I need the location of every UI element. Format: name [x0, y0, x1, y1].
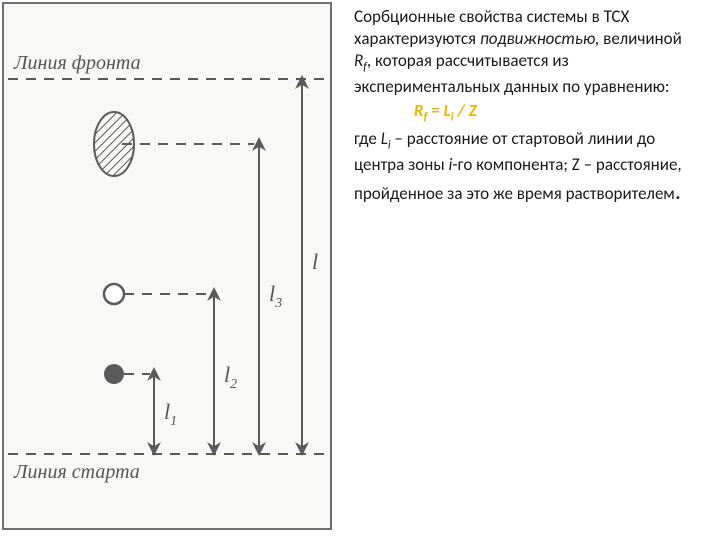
paragraph-1: Сорбционные свойства системы в ТСХ харак… — [354, 6, 702, 98]
svg-text:l2: l2 — [224, 362, 237, 392]
f-slash: / — [454, 100, 469, 121]
p1-part2: величиной — [599, 28, 681, 49]
f-R: R — [414, 100, 424, 121]
svg-text:l3: l3 — [269, 281, 282, 311]
f-eq: = — [427, 100, 443, 121]
f-L: L — [444, 100, 451, 121]
figure-container: Линия фронта Линия старта l1 l2 l3 l — [0, 0, 342, 540]
f-Z: Z — [469, 100, 477, 121]
text-column: Сорбционные свойства системы в ТСХ харак… — [342, 0, 712, 540]
p2-where: где — [354, 128, 381, 149]
svg-text:Линия фронта: Линия фронта — [13, 52, 141, 74]
formula: Rf = Li / Z — [414, 100, 702, 126]
paragraph-2: где Li – расстояние от стартовой линии д… — [354, 128, 702, 207]
svg-text:Линия старта: Линия старта — [13, 461, 140, 483]
p2-L: L — [381, 128, 388, 149]
p1-mobility: подвижностью, — [480, 28, 599, 49]
rf-R: R — [354, 50, 363, 71]
svg-text:l: l — [312, 249, 318, 274]
p1-part3: , которая рассчитывается из эксперимента… — [354, 50, 669, 97]
svg-text:l1: l1 — [164, 399, 177, 429]
tlc-diagram: Линия фронта Линия старта l1 l2 l3 l — [2, 2, 332, 530]
tlc-svg: Линия фронта Линия старта l1 l2 l3 l — [4, 4, 330, 528]
period: . — [675, 177, 681, 206]
